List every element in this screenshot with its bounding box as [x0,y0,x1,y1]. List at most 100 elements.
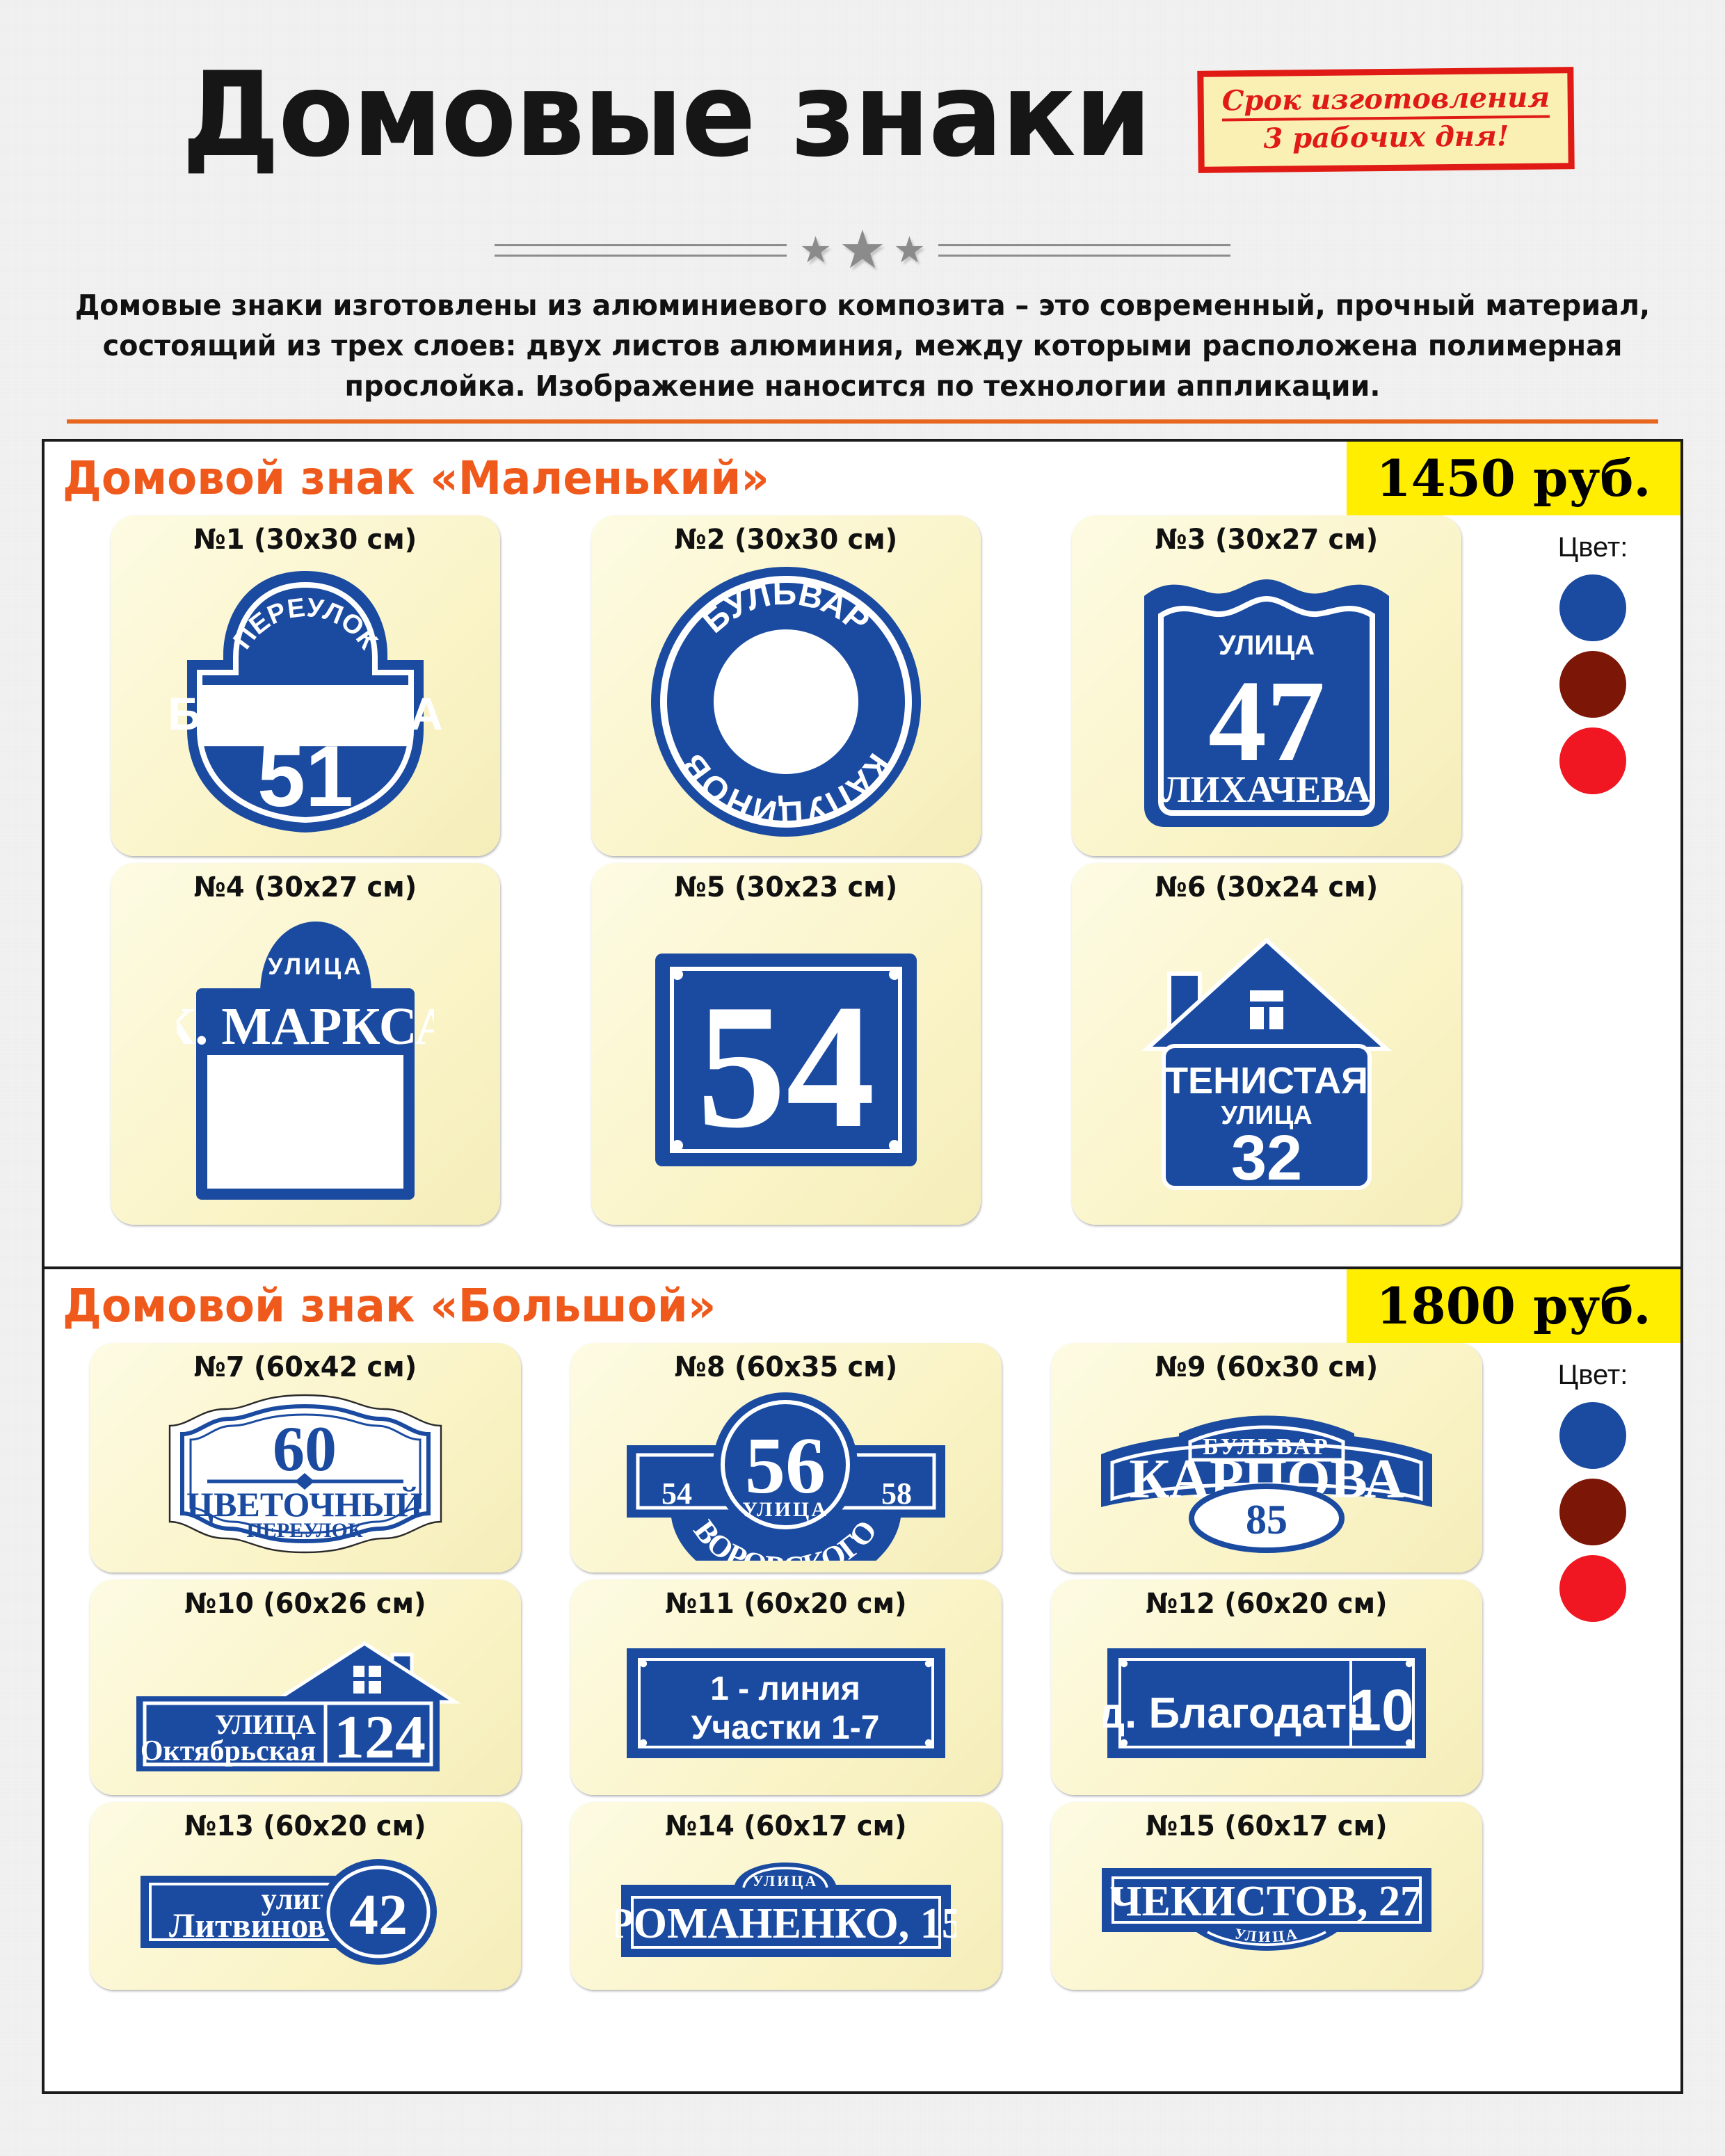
sign-cell: №5 (30x23 см) 54 [546,862,1027,1225]
sign-street: д. Благодать [1103,1689,1373,1737]
sign-top-label: УЛИЦА [753,1872,819,1890]
sign-card-14[interactable]: №14 (60x17 см) УЛИЦА РОМАНЕНКО, 15 [570,1801,1002,1990]
sign-caption: №4 (30x27 см) [194,871,417,903]
sign-card-10[interactable]: №10 (60x26 см) УЛИЦА [90,1579,522,1795]
sign-cell: №10 (60x26 см) УЛИЦА [65,1579,546,1795]
sign-card-5[interactable]: №5 (30x23 см) 54 [591,862,981,1225]
sign-street: К. МАРКСА [177,997,434,1056]
sign-card-7[interactable]: №7 (60x42 см) 60 ЦВЕТОЧНЫЙ ПЕРЕУЛОК [90,1342,522,1572]
sign-image-11: 1 - линия Участки 1-7 [623,1623,949,1784]
sign-caption: №1 (30x30 см) [194,523,417,556]
sign-caption: №3 (30x27 см) [1155,523,1378,556]
price-text-large: 1800 руб. [1376,1276,1651,1336]
sign-top-label: УЛИЦА [742,1498,828,1521]
page-header: Домовые знаки Срок изготовления 3 рабочи… [0,0,1725,230]
color-swatch-blue[interactable] [1559,574,1626,641]
stamp-line-2: 3 рабочих дня! [1263,119,1509,155]
color-label: Цвет: [1557,531,1628,563]
sign-card-8[interactable]: №8 (60x35 см) 56 54 58 [570,1342,1002,1572]
sign-image-2: 48 БУЛЬВАР КАПУЦИНОВ [647,558,925,845]
sign-svg-circle: 48 БУЛЬВАР КАПУЦИНОВ [650,566,921,837]
star-divider: ★ ★ ★ [0,223,1725,278]
sign-image-15: ЧЕКИСТОВ, 27 УЛИЦА [1096,1845,1437,1979]
sign-caption: №9 (60x30 см) [1155,1351,1378,1383]
sign-sub-label: ПЕРЕУЛОК [247,1519,363,1542]
sign-number: 47 [1208,657,1325,786]
sign-number: 124 [334,1704,426,1771]
sign-caption: №7 (60x42 см) [194,1351,417,1383]
color-swatch-blue[interactable] [1559,1401,1626,1469]
sign-street: ЛИХАЧЕВА [1162,769,1370,810]
sign-image-9: БУЛЬВАР КАРПОВА 85 [1093,1386,1441,1561]
sign-left-number: 54 [661,1477,692,1511]
divider-rule-left [495,244,787,257]
sign-caption: №12 (60x20 см) [1146,1587,1388,1620]
sign-number: 32 [1230,1123,1301,1193]
delivery-stamp-badge: Срок изготовления 3 рабочих дня! [1197,66,1575,173]
color-swatch-red[interactable] [1559,727,1626,794]
sign-svg-plain-rect: 54 [655,953,917,1166]
sign-svg-dome-plate: УЛИЦА К. МАРКСА 26 [177,921,434,1200]
sign-right-number: 58 [881,1477,912,1511]
divider-rule-right [938,244,1230,257]
sign-caption: №2 (30x30 см) [674,523,898,556]
page-title: Домовые знаки [182,47,1151,183]
sign-svg-split-rect: д. Благодать 10 [1103,1648,1426,1758]
sign-cell: №2 (30x30 см) 48 БУЛЬВАР [546,515,1027,856]
color-swatch-maroon[interactable] [1559,1478,1626,1545]
sign-sub-label: УЛИЦА [1233,1924,1299,1945]
sign-cell: №6 (30x24 см) ТЕНИСТАЯ УЛИЦА [1026,862,1507,1225]
sign-cell: №7 (60x42 см) 60 ЦВЕТОЧНЫЙ ПЕРЕУЛОК [65,1342,546,1572]
color-swatch-red[interactable] [1559,1554,1626,1622]
sign-caption: №5 (30x23 см) [674,871,898,903]
sign-svg-arc-bottom-bar: ЧЕКИСТОВ, 27 УЛИЦА [1101,1867,1431,1951]
sign-card-11[interactable]: №11 (60x20 см) 1 - линия Участки 1-7 [570,1579,1002,1795]
sign-image-10: УЛИЦА Октябрьская 124 [128,1623,483,1784]
sign-card-4[interactable]: №4 (30x27 см) УЛИЦА К. МАРКСА 26 [111,862,501,1225]
sign-street: ЧЕКИСТОВ, 27 [1110,1878,1422,1925]
section-large: Домовой знак «Большой» 1800 руб. Цвет: №… [45,1269,1680,1990]
sign-number: 48 [730,645,842,757]
sign-svg-framed-rect: 1 - линия Участки 1-7 [626,1648,945,1758]
sign-image-14: УЛИЦА РОМАНЕНКО, 15 [616,1845,956,1979]
section-header-large: Домовой знак «Большой» 1800 руб. [45,1269,1680,1343]
sign-cell: №3 (30x27 см) УЛИЦА 47 ЛИХАЧЕВА [1026,515,1507,856]
sign-card-12[interactable]: №12 (60x20 см) д. Благодать 10 [1050,1579,1482,1795]
sign-svg-banner: БУЛЬВАР КАРПОВА 85 [1100,1415,1432,1553]
sign-card-3[interactable]: №3 (30x27 см) УЛИЦА 47 ЛИХАЧЕВА [1071,515,1461,856]
sign-cell: №15 (60x17 см) ЧЕКИСТОВ, 27 УЛИЦА [1026,1801,1507,1990]
sign-number: 85 [1246,1497,1287,1543]
section-small: Домовой знак «Маленький» 1450 руб. Цвет:… [45,441,1680,1269]
sign-card-9[interactable]: №9 (60x30 см) БУЛЬВАР КАРПОВА 85 [1050,1342,1482,1572]
orange-divider [67,419,1658,424]
sign-cell: №1 (30x30 см) БУЛГАКОВА 51 ПЕРЕУЛОК [65,515,546,856]
sign-number: 60 [273,1413,337,1484]
sign-card-1[interactable]: №1 (30x30 см) БУЛГАКОВА 51 ПЕРЕУЛОК [111,515,501,856]
sign-image-13: улица Литвинова 42 [135,1845,476,1979]
sign-caption: №6 (30x24 см) [1155,871,1378,903]
sign-street: ТЕНИСТАЯ [1165,1060,1368,1102]
sign-image-12: д. Благодать 10 [1103,1623,1430,1784]
star-icon: ★ [893,230,926,271]
sign-cell: №14 (60x17 см) УЛИЦА РОМАНЕНКО, 15 [546,1801,1027,1990]
sign-image-1: БУЛГАКОВА 51 ПЕРЕУЛОК [159,558,451,845]
sign-card-6[interactable]: №6 (30x24 см) ТЕНИСТАЯ УЛИЦА [1071,862,1461,1225]
section-header-small: Домовой знак «Маленький» 1450 руб. [45,441,1680,515]
stamp-line-1: Срок изготовления [1221,81,1550,121]
sign-cell: №8 (60x35 см) 56 54 58 [546,1342,1027,1572]
sign-image-8: 56 54 58 УЛИЦА ВОРОВСКОГО [616,1386,956,1561]
sign-card-2[interactable]: №2 (30x30 см) 48 БУЛЬВАР [591,515,981,856]
color-swatch-maroon[interactable] [1559,650,1626,718]
sign-number: 51 [257,729,353,825]
sign-card-13[interactable]: №13 (60x20 см) улица Литвинова 42 [90,1801,522,1990]
sign-image-5: 54 [647,906,925,1214]
sign-card-15[interactable]: №15 (60x17 см) ЧЕКИСТОВ, 27 УЛИЦА [1050,1801,1482,1990]
sign-number: 42 [349,1883,408,1947]
price-text-small: 1450 руб. [1376,449,1651,508]
price-badge-large: 1800 руб. [1347,1269,1680,1343]
color-options-large: Цвет: [1523,1360,1662,1622]
star-icon: ★ [799,230,832,271]
sign-line-1: 1 - линия [710,1671,860,1707]
catalog-box: Домовой знак «Маленький» 1450 руб. Цвет:… [42,438,1683,2094]
sign-cell: №12 (60x20 см) д. Благодать 10 [1026,1579,1507,1795]
